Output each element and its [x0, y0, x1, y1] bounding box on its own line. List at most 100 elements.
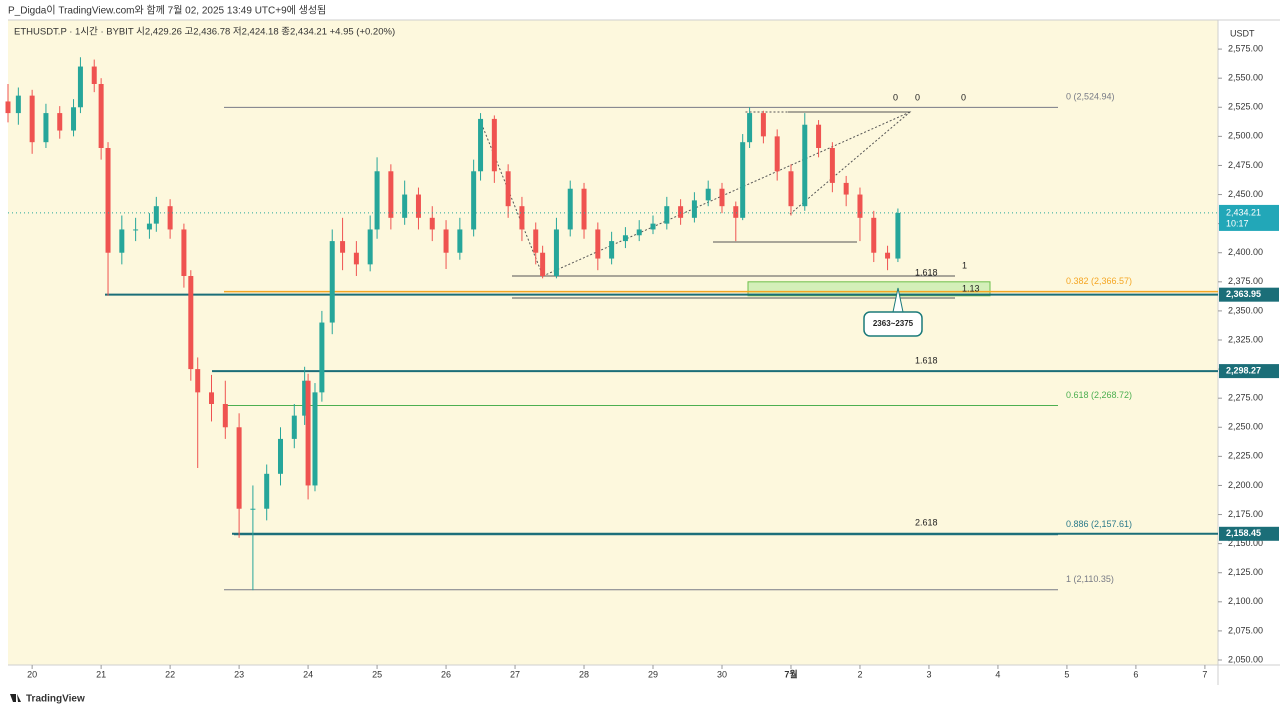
candle-body	[181, 229, 187, 276]
y-tick-label: 2,075.00	[1228, 625, 1263, 635]
x-tick-label: 23	[234, 669, 244, 679]
candle-body	[505, 171, 511, 207]
candle-body	[581, 188, 587, 230]
fib-label: 0 (2,524.94)	[1066, 92, 1115, 102]
x-tick-label: 29	[648, 669, 658, 679]
candle-body	[15, 95, 21, 114]
candle-body	[195, 369, 201, 393]
x-tick-label: 4	[995, 669, 1000, 679]
candle-body	[367, 229, 373, 265]
candle-body	[740, 142, 746, 218]
candle-body	[5, 101, 11, 114]
candle-body	[133, 229, 139, 231]
candle-body	[471, 171, 477, 230]
candle-body	[733, 206, 739, 218]
y-tick-label: 2,550.00	[1228, 73, 1263, 83]
candle-body	[491, 118, 497, 172]
candle-body	[705, 188, 711, 201]
level-label: 2,158.45	[1226, 528, 1261, 538]
annotation: 0	[915, 92, 920, 102]
candle-body	[622, 235, 628, 242]
x-tick-label: 7	[1202, 669, 1207, 679]
candle-body	[457, 229, 463, 253]
candle-body	[415, 194, 421, 218]
y-tick-label: 2,050.00	[1228, 654, 1263, 664]
y-tick-label: 2,275.00	[1228, 393, 1263, 403]
candle-body	[802, 124, 808, 207]
logo	[10, 694, 21, 702]
candle-body	[29, 95, 35, 143]
y-tick-label: 2,125.00	[1228, 567, 1263, 577]
y-tick-label: 2,250.00	[1228, 422, 1263, 432]
candle-body	[329, 241, 335, 323]
candle-body	[277, 438, 283, 474]
candle-body	[540, 252, 546, 276]
candle-body	[650, 223, 656, 230]
candle-body	[374, 171, 380, 230]
y-tick-label: 2,400.00	[1228, 247, 1263, 257]
y-tick-label: 2,225.00	[1228, 451, 1263, 461]
x-tick-label: 20	[27, 669, 37, 679]
y-tick-label: 2,375.00	[1228, 276, 1263, 286]
candle-body	[760, 113, 766, 137]
candle-body	[222, 403, 228, 428]
level-box	[1219, 287, 1279, 302]
candle-body	[188, 275, 194, 370]
candle-body	[71, 107, 77, 131]
x-tick-label: 28	[579, 669, 589, 679]
candle-body	[747, 113, 753, 143]
candle-body	[340, 241, 346, 253]
last-price-box	[1219, 204, 1279, 231]
candle-body	[553, 229, 559, 276]
y-tick-label: 2,325.00	[1228, 334, 1263, 344]
y-tick-label: 2,500.00	[1228, 131, 1263, 141]
candle-body	[312, 392, 318, 486]
y-tick-label: 2,150.00	[1228, 538, 1263, 548]
y-tick-label: 2,350.00	[1228, 305, 1263, 315]
candle-body	[57, 113, 63, 131]
candle-body	[146, 223, 152, 230]
x-tick-label: 30	[717, 669, 727, 679]
y-tick-label: 2,175.00	[1228, 509, 1263, 519]
candle-body	[885, 252, 891, 259]
candle-body	[305, 380, 311, 486]
annotation: 1.618	[915, 267, 938, 277]
candle-body	[153, 206, 159, 224]
annotation: 0	[961, 92, 966, 102]
fib-label: 0.618 (2,268.72)	[1066, 390, 1132, 400]
candle-body	[678, 206, 684, 218]
candle-body	[719, 188, 725, 207]
x-tick-label: 25	[372, 669, 382, 679]
candle-body	[443, 229, 449, 253]
candle-body	[595, 229, 601, 259]
candle-body	[429, 217, 435, 230]
candle-body	[353, 252, 359, 265]
candle-body	[478, 118, 484, 172]
x-tick-label: 27	[510, 669, 520, 679]
y-tick-label: 2,475.00	[1228, 160, 1263, 170]
y-tick-label: 2,450.00	[1228, 189, 1263, 199]
candle-body	[664, 206, 670, 224]
candle-body	[291, 415, 297, 439]
y-tick-label: 2,200.00	[1228, 480, 1263, 490]
fib-label: 0.382 (2,366.57)	[1066, 276, 1132, 286]
candle-body	[167, 206, 173, 230]
annotation: 2.618	[915, 517, 938, 527]
candle-body	[91, 66, 97, 84]
candle-body	[43, 113, 49, 143]
candle-body	[402, 194, 408, 218]
candle-body	[302, 380, 308, 416]
x-tick-label: 6	[1133, 669, 1138, 679]
currency: USDT	[1230, 28, 1255, 38]
candle-body	[636, 229, 642, 236]
candle-body	[209, 392, 215, 404]
countdown: 10:17	[1226, 218, 1249, 228]
header: P_Digda이 TradingView.com와 함께 7월 02, 2025…	[8, 5, 326, 17]
x-tick-label: 24	[303, 669, 313, 679]
x-tick-label: 7월	[784, 668, 797, 679]
candle-body	[857, 194, 863, 218]
candle-body	[77, 66, 83, 108]
y-tick-label: 2,575.00	[1228, 43, 1263, 53]
candle-body	[691, 200, 697, 218]
